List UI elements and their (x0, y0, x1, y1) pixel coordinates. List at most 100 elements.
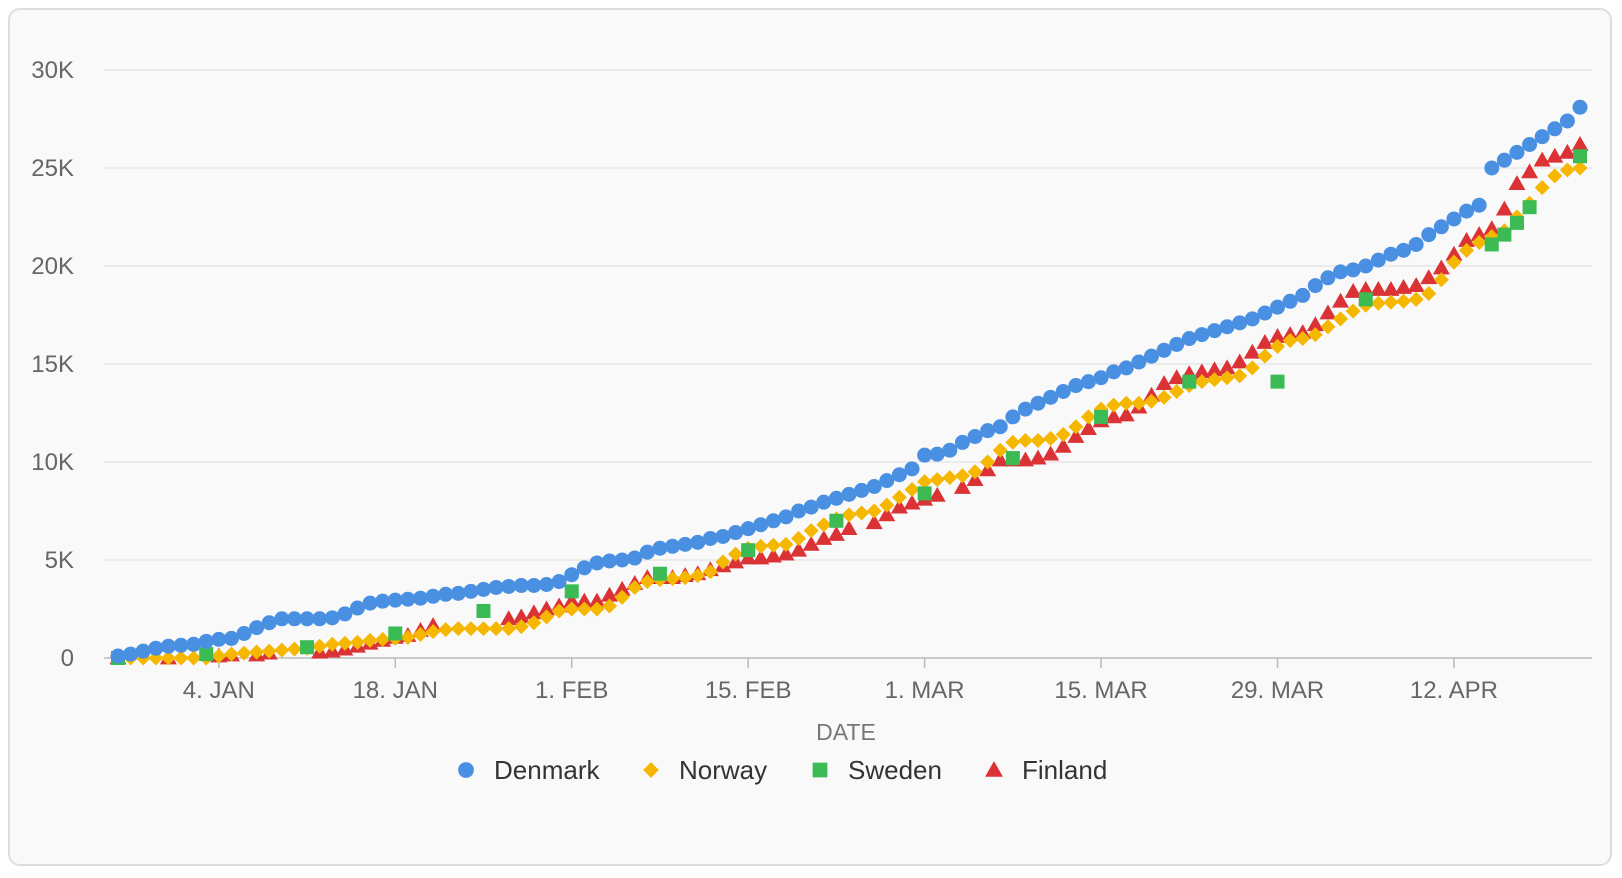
norway-point (1333, 311, 1349, 327)
denmark-point (501, 578, 517, 594)
legend-item-finland[interactable]: Finland (985, 755, 1107, 785)
denmark-point (1295, 287, 1311, 303)
denmark-point (488, 579, 504, 595)
norway-point (1559, 162, 1575, 178)
sweden-point (652, 566, 667, 581)
norway-point (841, 507, 857, 523)
legend-label: Sweden (848, 755, 942, 785)
finland-point (1382, 281, 1400, 296)
denmark-point (967, 429, 983, 445)
denmark-point (286, 611, 302, 627)
norway-point (992, 442, 1008, 458)
finland-point (777, 545, 795, 561)
finland-point (1546, 147, 1564, 163)
denmark-point (539, 577, 555, 592)
denmark-point (854, 482, 870, 498)
norway-point (513, 619, 529, 635)
y-tick-label: 20K (31, 253, 74, 280)
finland-point (525, 604, 543, 620)
norway-point (702, 564, 718, 580)
finland-point (1054, 437, 1072, 453)
denmark-point (816, 494, 832, 510)
finland-point (1571, 135, 1589, 151)
legend-item-denmark[interactable]: Denmark (458, 755, 600, 785)
series-denmark (110, 99, 1588, 664)
norway-point (1244, 360, 1260, 376)
legend-item-sweden[interactable]: Sweden (812, 755, 942, 785)
norway-point (324, 636, 340, 652)
finland-point (1105, 408, 1123, 424)
denmark-point (803, 499, 819, 515)
finland-point (1042, 445, 1060, 461)
denmark-point (992, 419, 1008, 435)
finland-point (790, 541, 808, 557)
norway-point (1320, 319, 1336, 335)
denmark-point (1496, 152, 1512, 168)
denmark-point (400, 591, 416, 607)
x-axis-ticks: 4. JAN 18. JAN 1. FEB 15. FEB 1. MAR 15. MAR 2… (183, 658, 1498, 704)
legend-item-norway[interactable]: Norway (643, 755, 767, 785)
denmark-point (1055, 383, 1071, 399)
legend-label: Finland (1022, 755, 1107, 785)
denmark-point (1080, 374, 1096, 390)
norway-point (349, 634, 365, 650)
norway-point (1219, 370, 1235, 386)
denmark-point (866, 479, 882, 494)
norway-point (980, 454, 996, 470)
denmark-point (1522, 136, 1538, 152)
sweden-point (741, 543, 756, 558)
sweden-point (829, 513, 844, 528)
denmark-point (564, 567, 580, 583)
legend-label: Denmark (494, 755, 600, 785)
x-tick-label: 15. MAR (1054, 677, 1147, 704)
norway-point (1383, 294, 1399, 310)
finland-point (1458, 232, 1476, 247)
denmark-point (1282, 293, 1298, 309)
denmark-point (526, 577, 542, 593)
norway-point (1257, 348, 1273, 364)
legend-marker-finland (985, 761, 1003, 777)
denmark-point (551, 574, 567, 590)
denmark-point (1219, 319, 1235, 335)
denmark-point (450, 585, 466, 601)
finland-point (1332, 292, 1350, 308)
denmark-point (639, 544, 655, 560)
finland-point (512, 608, 530, 624)
norway-point (488, 621, 504, 637)
finland-point (1231, 353, 1249, 369)
x-tick-label: 1. FEB (535, 677, 608, 704)
norway-point (576, 601, 592, 617)
denmark-point (1017, 401, 1033, 417)
sweden-point (1005, 451, 1020, 466)
norway-point (236, 645, 252, 661)
denmark-point (299, 611, 315, 627)
denmark-point (1408, 236, 1424, 252)
denmark-point (173, 637, 189, 653)
finland-point (575, 592, 593, 608)
norway-point (501, 621, 517, 637)
sweden-point (1358, 292, 1373, 307)
norway-point (891, 489, 907, 505)
x-tick-label: 15. FEB (705, 677, 792, 704)
denmark-point (513, 577, 529, 593)
denmark-point (425, 588, 441, 604)
norway-point (375, 631, 391, 647)
norway-point (942, 470, 958, 486)
denmark-point (917, 447, 933, 463)
denmark-point (1169, 336, 1185, 352)
denmark-point (702, 530, 718, 546)
finland-point (1079, 420, 1097, 436)
denmark-point (160, 638, 176, 654)
denmark-point (740, 521, 756, 537)
denmark-point (274, 611, 290, 627)
sweden-point (300, 640, 315, 655)
denmark-point (1547, 121, 1563, 137)
series-sweden (111, 149, 1587, 665)
norway-point (639, 574, 655, 590)
x-axis-title: DATE (816, 719, 876, 745)
finland-point (764, 547, 782, 563)
norway-point (1534, 180, 1550, 196)
finland-point (1369, 281, 1387, 296)
denmark-point (1307, 278, 1323, 294)
denmark-point (1068, 378, 1084, 394)
